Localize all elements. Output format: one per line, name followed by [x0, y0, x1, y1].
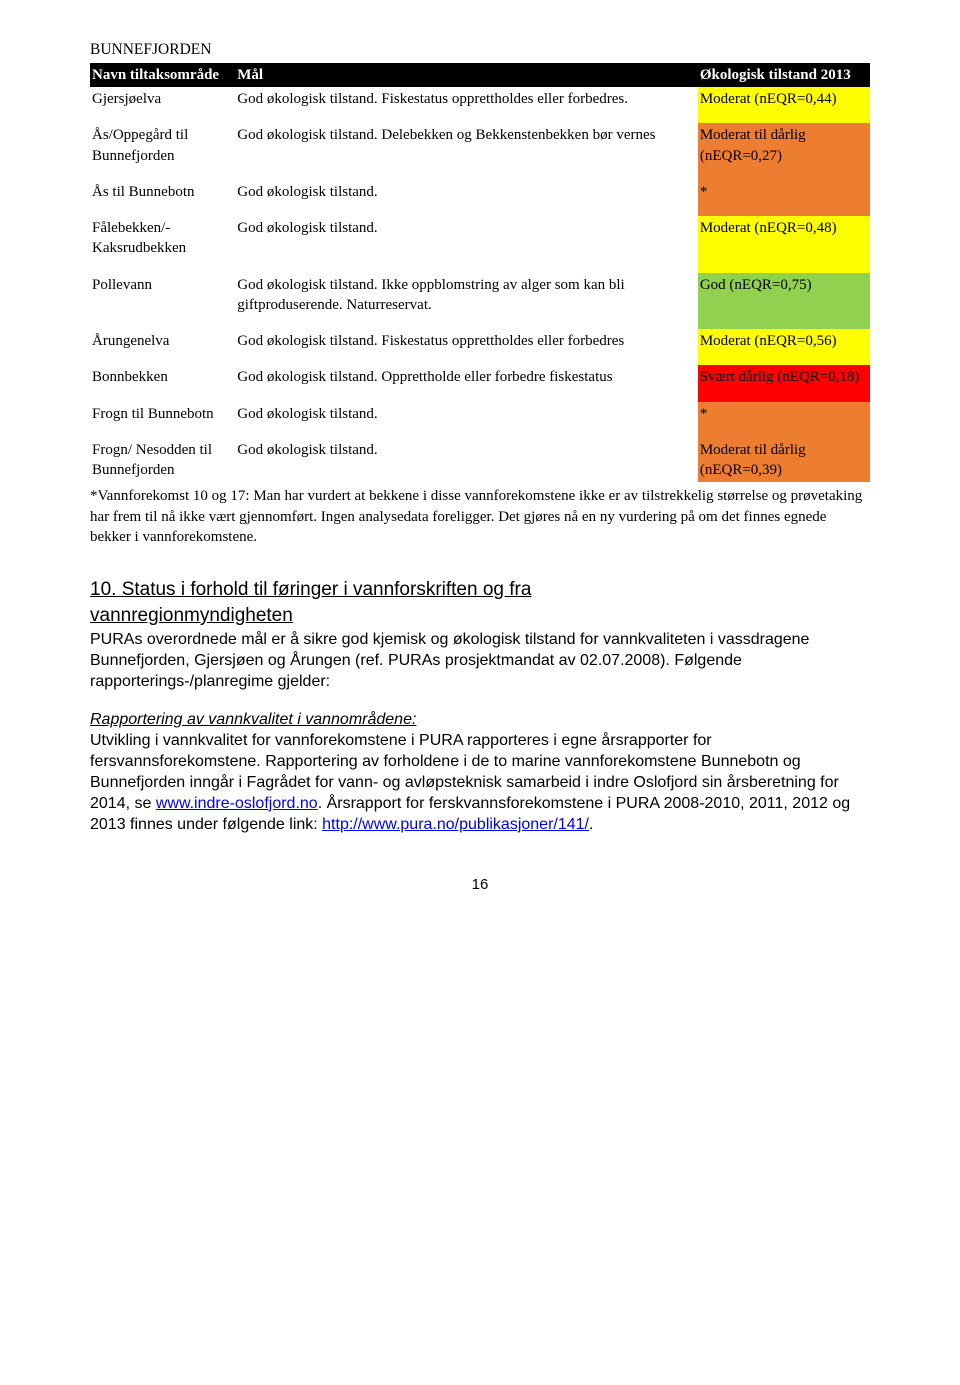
cell-status: * [698, 402, 870, 426]
cell-status: Moderat (nEQR=0,44) [698, 87, 870, 111]
table-row: Ås til BunnebotnGod økologisk tilstand.* [90, 180, 870, 204]
row-gap [90, 204, 870, 216]
page-number: 16 [90, 875, 870, 895]
cell-goal: God økologisk tilstand. Opprettholde ell… [235, 365, 698, 389]
table-row: GjersjøelvaGod økologisk tilstand. Fiske… [90, 87, 870, 111]
cell-status: Moderat til dårlig (nEQR=0,39) [698, 438, 870, 483]
cell-name: Ås/Oppegård til Bunnefjorden [90, 123, 235, 168]
section-para1: PURAs overordnede mål er å sikre god kje… [90, 630, 870, 692]
cell-status: Moderat (nEQR=0,48) [698, 216, 870, 261]
row-gap [90, 168, 870, 180]
heading-line2: vannregionmyndigheten [90, 605, 293, 626]
cell-name: Ås til Bunnebotn [90, 180, 235, 204]
table-footnote: *Vannforekomst 10 og 17: Man har vurdert… [90, 486, 870, 547]
table-row: ÅrungenelvaGod økologisk tilstand. Fiske… [90, 329, 870, 353]
cell-status: God (nEQR=0,75) [698, 273, 870, 318]
row-gap [90, 317, 870, 329]
document-title: BUNNEFJORDEN [90, 40, 870, 61]
table-row: PollevannGod økologisk tilstand. Ikke op… [90, 273, 870, 318]
section-para2: Utvikling i vannkvalitet for vannforekom… [90, 731, 870, 835]
cell-name: Fålebekken/- Kaksrudbekken [90, 216, 235, 261]
link-pura[interactable]: http://www.pura.no/publikasjoner/141/ [322, 816, 589, 833]
cell-goal: God økologisk tilstand. Delebekken og Be… [235, 123, 698, 168]
cell-name: Frogn/ Nesodden til Bunnefjorden [90, 438, 235, 483]
table-row: Frogn/ Nesodden til BunnefjordenGod økol… [90, 438, 870, 483]
table-row: BonnbekkenGod økologisk tilstand. Oppret… [90, 365, 870, 389]
para2-text-c: . [589, 816, 593, 833]
status-table: Navn tiltaksområde Mål Økologisk tilstan… [90, 63, 870, 483]
header-goal: Mål [235, 63, 698, 87]
cell-goal: God økologisk tilstand. [235, 180, 698, 204]
cell-status: Moderat (nEQR=0,56) [698, 329, 870, 353]
header-status: Økologisk tilstand 2013 [698, 63, 870, 87]
header-name: Navn tiltaksområde [90, 63, 235, 87]
section-subheading: Rapportering av vannkvalitet i vannområd… [90, 709, 870, 731]
section-heading: 10. Status i forhold til føringer i vann… [90, 577, 870, 628]
row-gap [90, 353, 870, 365]
table-row: Fålebekken/- KaksrudbekkenGod økologisk … [90, 216, 870, 261]
cell-goal: God økologisk tilstand. [235, 438, 698, 483]
link-oslofjord[interactable]: www.indre-oslofjord.no [156, 795, 318, 812]
table-row: Frogn til BunnebotnGod økologisk tilstan… [90, 402, 870, 426]
row-gap [90, 261, 870, 273]
row-gap [90, 426, 870, 438]
heading-line1: 10. Status i forhold til føringer i vann… [90, 579, 531, 600]
cell-goal: God økologisk tilstand. Ikke oppblomstri… [235, 273, 698, 318]
cell-name: Bonnbekken [90, 365, 235, 389]
cell-goal: God økologisk tilstand. Fiskestatus oppr… [235, 87, 698, 111]
table-row: Ås/Oppegård til BunnefjordenGod økologis… [90, 123, 870, 168]
cell-name: Frogn til Bunnebotn [90, 402, 235, 426]
cell-status: Svært dårlig (nEQR=0,18) [698, 365, 870, 389]
cell-goal: God økologisk tilstand. [235, 216, 698, 261]
cell-goal: God økologisk tilstand. [235, 402, 698, 426]
cell-status: Moderat til dårlig (nEQR=0,27) [698, 123, 870, 168]
cell-name: Pollevann [90, 273, 235, 318]
row-gap [90, 111, 870, 123]
cell-name: Gjersjøelva [90, 87, 235, 111]
cell-name: Årungenelva [90, 329, 235, 353]
cell-status: * [698, 180, 870, 204]
row-gap [90, 390, 870, 402]
cell-goal: God økologisk tilstand. Fiskestatus oppr… [235, 329, 698, 353]
